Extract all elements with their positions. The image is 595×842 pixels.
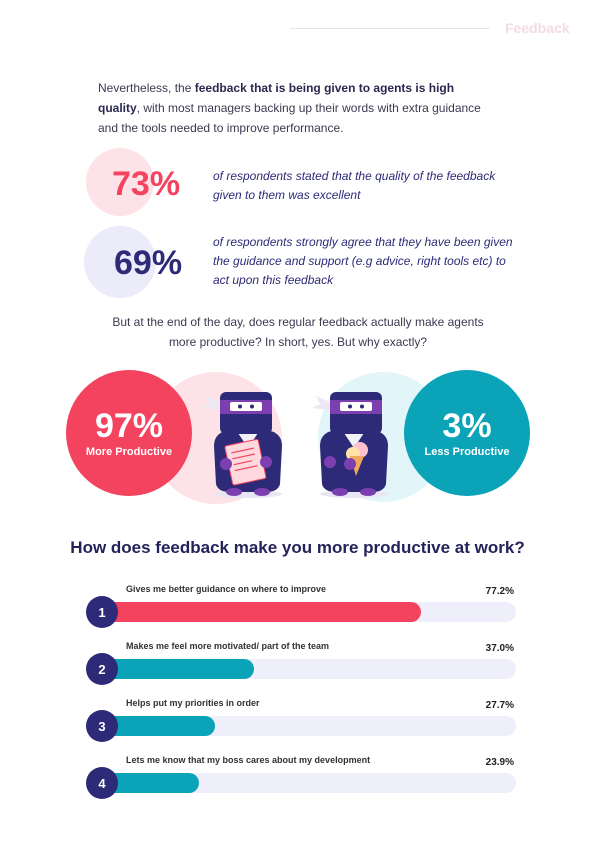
reason-label: Helps put my priorities in order xyxy=(126,698,260,708)
reason-bar-track xyxy=(100,659,516,679)
page-section-title: Feedback xyxy=(505,20,570,36)
reason-row: 2 Makes me feel more motivated/ part of t… xyxy=(86,641,518,685)
ninja-icecream-illustration xyxy=(312,392,388,498)
reason-percent: 23.9% xyxy=(485,757,514,768)
reason-number-badge: 2 xyxy=(86,653,118,685)
reason-number-badge: 3 xyxy=(86,710,118,742)
stat-1-text: of respondents stated that the quality o… xyxy=(213,169,496,202)
reason-percent: 37.0% xyxy=(485,643,514,654)
reason-row: 3 Helps put my priorities in order 27.7% xyxy=(86,698,518,742)
reason-bar xyxy=(100,602,421,622)
intro-text-2: , with most managers backing up their wo… xyxy=(98,101,481,135)
reason-bar xyxy=(100,773,199,793)
middle-paragraph: But at the end of the day, does regular … xyxy=(112,315,484,349)
header-divider xyxy=(290,28,490,29)
more-productive-label: More Productive xyxy=(85,446,173,458)
reason-label: Makes me feel more motivated/ part of th… xyxy=(126,641,330,651)
reason-number-badge: 1 xyxy=(86,596,118,628)
stat-2-circle xyxy=(84,226,156,298)
reason-label: Lets me know that my boss cares about my… xyxy=(126,755,371,765)
reason-row: 1 Gives me better guidance on where to im… xyxy=(86,584,518,628)
ninja-papers-illustration xyxy=(202,392,282,498)
stat-1-value: 73% xyxy=(112,165,181,203)
more-productive-circle: 97% More Productive xyxy=(66,370,192,496)
less-productive-value: 3% xyxy=(442,407,492,445)
reason-bar xyxy=(100,716,215,736)
reason-bar-track xyxy=(100,716,516,736)
reason-number-badge: 4 xyxy=(86,767,118,799)
stat-1-circle xyxy=(86,148,154,216)
intro-bold: feedback that is being given to agents i… xyxy=(98,81,455,115)
reason-percent: 77.2% xyxy=(485,586,514,597)
chart-title: How does feedback make you more producti… xyxy=(70,538,525,557)
reason-bar-track xyxy=(100,602,516,622)
less-productive-label: Less Productive xyxy=(424,446,510,458)
reason-label: Gives me better guidance on where to imp… xyxy=(126,584,327,594)
stat-2-value: 69% xyxy=(114,244,183,282)
intro-paragraph: Nevertheless, the feedback that is being… xyxy=(98,78,498,138)
reason-percent: 27.7% xyxy=(485,700,514,711)
more-productive-value: 97% xyxy=(94,407,164,445)
reason-row: 4 Lets me know that my boss cares about m… xyxy=(86,755,518,799)
reason-bar xyxy=(100,659,254,679)
reason-bar-track xyxy=(100,773,516,793)
stat-2-text: of respondents strongly agree that they … xyxy=(213,235,513,287)
less-productive-circle: 3% Less Productive xyxy=(404,370,530,496)
intro-text-1: Nevertheless, the xyxy=(98,81,195,95)
